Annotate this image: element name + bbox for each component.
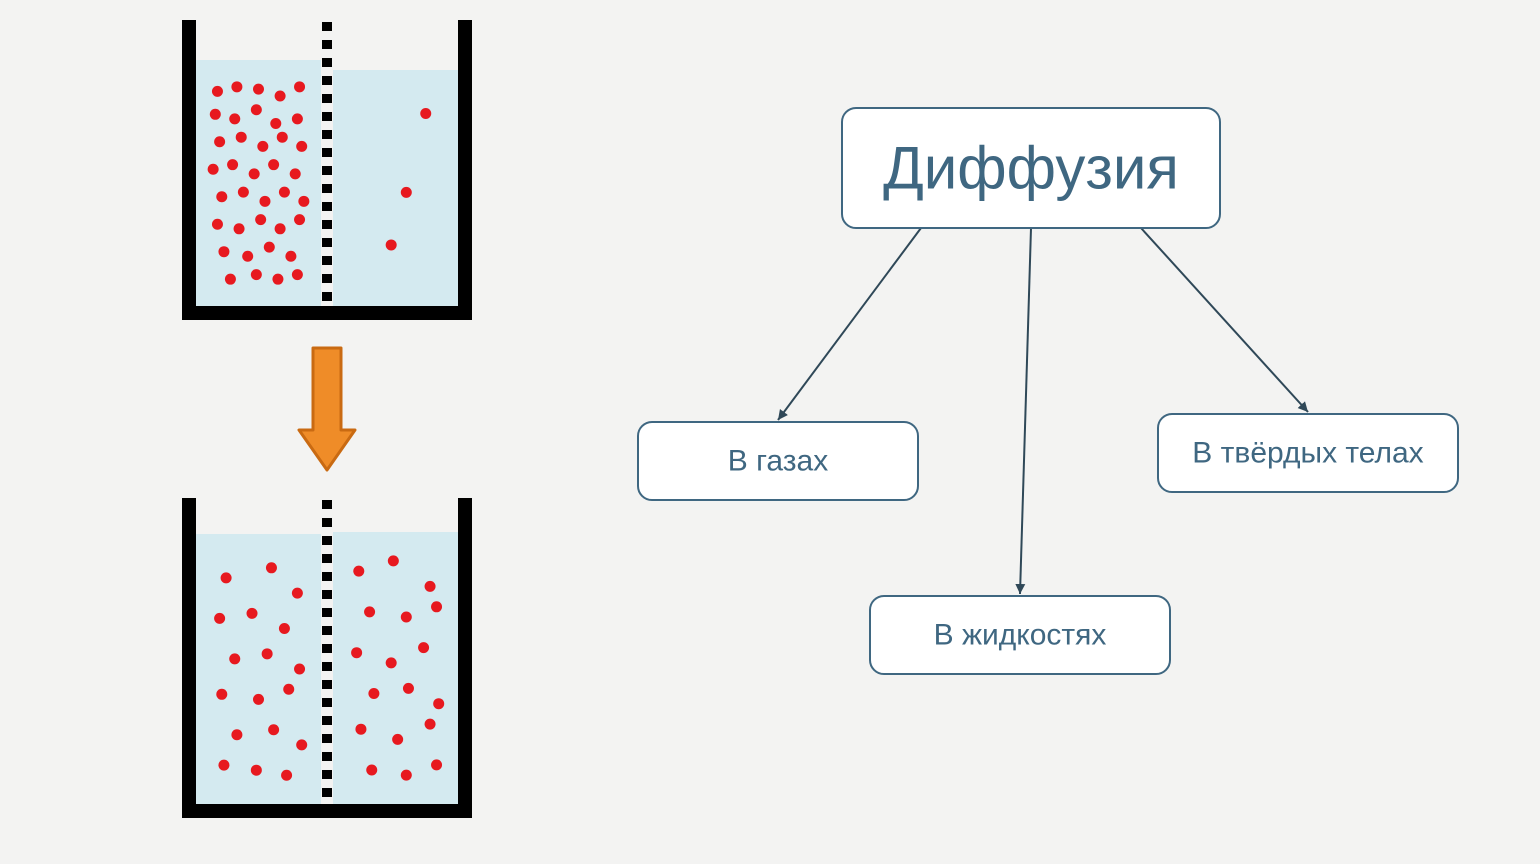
particle bbox=[425, 719, 436, 730]
particle bbox=[433, 698, 444, 709]
particle bbox=[283, 684, 294, 695]
particle bbox=[294, 664, 305, 675]
particle bbox=[255, 214, 266, 225]
particle bbox=[290, 168, 301, 179]
particle bbox=[229, 113, 240, 124]
particle bbox=[259, 196, 270, 207]
tree-node-liquids: В жидкостях bbox=[870, 596, 1170, 674]
particle bbox=[431, 759, 442, 770]
tree-node-solids: В твёрдых телах bbox=[1158, 414, 1458, 492]
particle bbox=[212, 86, 223, 97]
particle bbox=[294, 81, 305, 92]
particle bbox=[418, 642, 429, 653]
particle bbox=[210, 109, 221, 120]
particle bbox=[251, 104, 262, 115]
tree-root-label: Диффузия bbox=[883, 135, 1179, 202]
particle bbox=[420, 108, 431, 119]
particle bbox=[275, 90, 286, 101]
particle bbox=[364, 606, 375, 617]
particle bbox=[275, 223, 286, 234]
particle bbox=[294, 214, 305, 225]
particle bbox=[231, 729, 242, 740]
tree-root: Диффузия bbox=[842, 108, 1220, 228]
beaker-after bbox=[189, 498, 465, 811]
particle bbox=[392, 734, 403, 745]
particle bbox=[431, 601, 442, 612]
particle bbox=[212, 219, 223, 230]
particle bbox=[401, 612, 412, 623]
particle bbox=[281, 770, 292, 781]
particle bbox=[268, 724, 279, 735]
particle bbox=[264, 242, 275, 253]
particle bbox=[272, 274, 283, 285]
particle bbox=[285, 251, 296, 262]
particle bbox=[218, 246, 229, 257]
particle bbox=[262, 648, 273, 659]
particle bbox=[366, 765, 377, 776]
tree-node-gases: В газах bbox=[638, 422, 918, 500]
particle bbox=[234, 223, 245, 234]
particle bbox=[298, 196, 309, 207]
particle bbox=[253, 694, 264, 705]
particle bbox=[216, 689, 227, 700]
tree-edge-liquids bbox=[1020, 228, 1031, 594]
particle bbox=[249, 168, 260, 179]
particle bbox=[425, 581, 436, 592]
particle bbox=[227, 159, 238, 170]
particle bbox=[247, 608, 258, 619]
particle bbox=[251, 765, 262, 776]
particle bbox=[386, 239, 397, 250]
water-right bbox=[333, 70, 458, 306]
particle bbox=[355, 724, 366, 735]
tree-node-solids-label: В твёрдых телах bbox=[1192, 437, 1423, 470]
particle bbox=[214, 613, 225, 624]
particle bbox=[266, 562, 277, 573]
particle bbox=[221, 572, 232, 583]
particle bbox=[216, 191, 227, 202]
particle bbox=[253, 84, 264, 95]
particle bbox=[229, 653, 240, 664]
particle bbox=[296, 739, 307, 750]
particle bbox=[296, 141, 307, 152]
particle bbox=[403, 683, 414, 694]
particle bbox=[277, 132, 288, 143]
particle bbox=[292, 113, 303, 124]
particle bbox=[386, 657, 397, 668]
particle bbox=[388, 555, 399, 566]
tree-node-gases-label: В газах bbox=[728, 445, 828, 478]
particle bbox=[236, 132, 247, 143]
particle bbox=[257, 141, 268, 152]
tree-node-liquids-label: В жидкостях bbox=[934, 619, 1107, 652]
particle bbox=[214, 136, 225, 147]
particle bbox=[251, 269, 262, 280]
particle bbox=[218, 760, 229, 771]
particle bbox=[292, 588, 303, 599]
tree-edge-gases bbox=[778, 228, 921, 420]
beaker-before bbox=[189, 20, 465, 313]
particle bbox=[238, 187, 249, 198]
water-left bbox=[196, 60, 321, 306]
particle bbox=[401, 187, 412, 198]
particle bbox=[292, 269, 303, 280]
particle bbox=[401, 770, 412, 781]
tree-edge-solids bbox=[1141, 228, 1308, 412]
particle bbox=[268, 159, 279, 170]
particle bbox=[351, 647, 362, 658]
particle bbox=[353, 566, 364, 577]
particle bbox=[208, 164, 219, 175]
particle bbox=[368, 688, 379, 699]
transition-arrow-icon bbox=[299, 348, 355, 470]
particle bbox=[225, 274, 236, 285]
particle bbox=[270, 118, 281, 129]
particle bbox=[231, 81, 242, 92]
particle bbox=[279, 187, 290, 198]
particle bbox=[279, 623, 290, 634]
particle bbox=[242, 251, 253, 262]
